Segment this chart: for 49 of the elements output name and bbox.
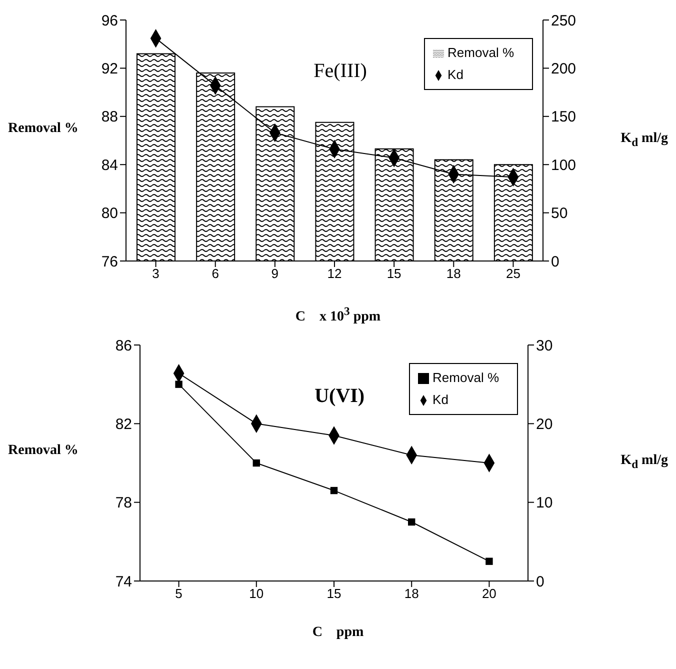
y2-tick-label: 50	[551, 205, 568, 222]
text: U(VI)	[314, 385, 365, 408]
y2-tick-label: 0	[536, 573, 544, 590]
text: Fe(III)	[314, 60, 367, 83]
y-tick-label: 78	[115, 494, 132, 512]
x-tick-label: 12	[327, 266, 342, 282]
y2-tick-label: 150	[551, 108, 576, 126]
x-tick-label: 20	[482, 586, 496, 602]
x-tick-label: 5	[175, 586, 182, 602]
x-axis-title: C x 10$^{3}$ ppm	[294, 305, 382, 326]
y2-tick-label: 250	[551, 12, 576, 30]
y2-tick-label: 0	[551, 253, 560, 270]
y-axis-title: Removal %	[8, 443, 78, 459]
y2-tick-label: 20	[536, 416, 553, 433]
x-tick-label: 6	[212, 266, 219, 282]
y-tick-label: 74	[115, 573, 132, 590]
point	[175, 380, 182, 388]
x-tick-label: 10	[249, 586, 264, 602]
x-tick-label: 18	[446, 266, 461, 282]
y-tick-label: 76	[101, 253, 118, 270]
legend-label: Removal %	[432, 370, 499, 385]
x-tick-label: 18	[404, 586, 419, 602]
y-tick-label: 84	[101, 156, 118, 174]
point	[408, 518, 416, 526]
y2-tick-label: 10	[536, 494, 553, 512]
point	[252, 459, 260, 467]
point	[486, 558, 493, 565]
y-tick-label: 82	[115, 416, 132, 433]
y-tick-label: 88	[101, 108, 118, 126]
x-tick-label: 15	[386, 266, 402, 282]
y-tick-label: 92	[101, 60, 118, 78]
y-tick-label: 86	[115, 337, 132, 354]
x-axis-title: C ppm	[311, 625, 365, 641]
y-tick-label: 96	[101, 12, 118, 30]
x-tick-label: 9	[271, 266, 279, 282]
y2-axis-title: K$_{d}$ ml/g	[620, 130, 668, 148]
x-tick-label: 15	[326, 586, 342, 602]
y-axis-title: Removal %	[8, 120, 78, 136]
y-tick-label: 80	[101, 205, 118, 222]
x-tick-label: 3	[152, 266, 160, 282]
y2-tick-label: 100	[551, 156, 576, 174]
y2-tick-label: 200	[551, 60, 576, 78]
legend-label: Kd	[448, 67, 464, 82]
legend-label: Removal %	[448, 45, 514, 60]
point	[330, 486, 338, 494]
y2-axis-title: K$_{d}$ ml/g	[620, 453, 668, 471]
y2-tick-label: 30	[536, 337, 553, 354]
legend-label: Kd	[432, 392, 448, 407]
x-tick-label: 25	[506, 266, 520, 282]
